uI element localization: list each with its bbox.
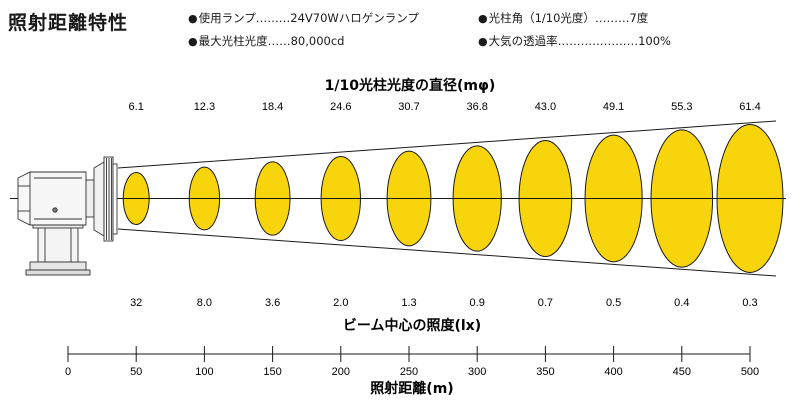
illuminance-value: 0.3 (742, 297, 757, 309)
spec-value: 7度 (629, 11, 649, 25)
diameter-value: 12.3 (194, 101, 215, 113)
spec-label: 使用ランプ (198, 11, 256, 25)
spec-beam-angle: ●光柱角（1/10光度）………7度 (478, 10, 648, 26)
diameter-value: 18.4 (262, 101, 283, 113)
axis-tick-label: 200 (332, 366, 350, 378)
bullet-icon: ● (188, 12, 198, 25)
axis-tick-label: 500 (741, 366, 759, 378)
bullet-icon: ● (478, 35, 488, 48)
spec-value: 80,000cd (290, 34, 345, 48)
axis-tick-label: 400 (604, 366, 622, 378)
illuminance-value: 1.3 (401, 297, 416, 309)
axis-tick-label: 350 (536, 366, 554, 378)
distance-axis-label: 照射距離(m) (370, 380, 453, 397)
spec-value: 24V70Wハロゲンランプ (290, 11, 419, 25)
diameter-value: 6.1 (129, 101, 144, 113)
illuminance-value: 2.0 (333, 297, 348, 309)
beam-upper-edge (117, 120, 777, 169)
page-title: 照射距離特性 (8, 12, 129, 34)
spec-dots: ……… (594, 11, 630, 25)
axis-tick-label: 0 (65, 366, 71, 378)
spec-lamp: ●使用ランプ………24V70Wハロゲンランプ (188, 10, 419, 26)
illuminance-labels: 32 8.0 3.6 2.0 1.3 0.9 0.7 0.5 0.4 0.3 (130, 297, 758, 309)
diameter-value: 36.8 (466, 101, 487, 113)
illuminance-value: 32 (130, 297, 142, 309)
illuminance-value: 0.9 (470, 297, 485, 309)
axis-tick-label: 450 (673, 366, 691, 378)
spec-label: 大気の透過率 (488, 34, 558, 48)
diameter-value: 55.3 (671, 101, 692, 113)
illuminance-value: 3.6 (265, 297, 280, 309)
spec-dots: ………………… (557, 34, 639, 48)
diameter-value: 43.0 (535, 101, 556, 113)
diameter-value: 49.1 (603, 101, 624, 113)
illuminance-header: ビーム中心の照度(lx) (343, 317, 481, 334)
diameter-header: 1/10光柱光度の直径(mφ) (325, 77, 496, 94)
diameter-labels: 6.1 12.3 18.4 24.6 30.7 36.8 43.0 49.1 55.3 61.4 (129, 101, 761, 113)
axis-tick-label: 100 (195, 366, 213, 378)
bullet-icon: ● (188, 35, 198, 48)
diameter-value: 61.4 (739, 101, 760, 113)
diameter-value: 24.6 (330, 101, 351, 113)
illuminance-value: 8.0 (197, 297, 212, 309)
searchlight-icon (17, 156, 118, 276)
spec-max-intensity: ●最大光柱光度……80,000cd (188, 33, 344, 49)
illuminance-value: 0.5 (606, 297, 621, 309)
axis-tick-label: 150 (263, 366, 281, 378)
spec-dots: …… (267, 34, 291, 48)
spec-label: 最大光柱光度 (198, 34, 268, 48)
distance-axis-ticks: 0 50 100 150 200 250 300 350 400 450 500 (65, 346, 759, 378)
spec-transmittance: ●大気の透過率…………………100% (478, 33, 671, 49)
spec-dots: ……… (255, 11, 291, 25)
spec-value: 100% (638, 34, 671, 48)
diameter-value: 30.7 (398, 101, 419, 113)
illuminance-value: 0.4 (674, 297, 689, 309)
spec-label: 光柱角（1/10光度） (488, 11, 595, 25)
bullet-icon: ● (478, 12, 488, 25)
axis-tick-label: 50 (130, 366, 142, 378)
axis-tick-label: 250 (400, 366, 418, 378)
illuminance-value: 0.7 (538, 297, 553, 309)
axis-tick-label: 300 (468, 366, 486, 378)
beam-lower-edge (117, 228, 777, 277)
